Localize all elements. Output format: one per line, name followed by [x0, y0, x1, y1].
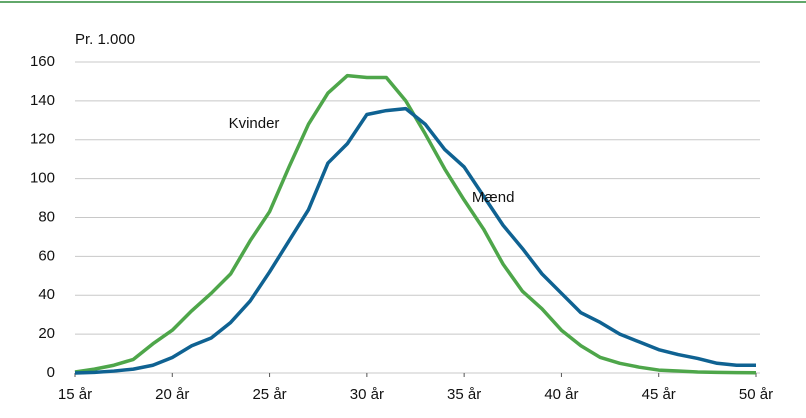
series-label: Mænd: [472, 189, 515, 206]
y-tick-label: 100: [30, 170, 55, 187]
y-tick-label: 0: [47, 364, 55, 381]
y-axis-label: Pr. 1.000: [75, 31, 135, 48]
y-tick-label: 120: [30, 131, 55, 148]
series-line: [74, 73, 757, 375]
x-tick-label: 45 år: [642, 386, 676, 403]
series-label: Kvinder: [229, 115, 280, 132]
y-tick-label: 160: [30, 53, 55, 70]
x-tick-label: 30 år: [350, 386, 384, 403]
x-tick-label: 35 år: [447, 386, 481, 403]
y-tick-label: 80: [38, 208, 55, 225]
y-tick-label: 20: [38, 325, 55, 342]
y-tick-label: 60: [38, 247, 55, 264]
x-tick-label: 20 år: [155, 386, 189, 403]
y-tick-label: 140: [30, 92, 55, 109]
y-tick-label: 40: [38, 286, 55, 303]
x-tick-label: 25 år: [252, 386, 286, 403]
x-tick-label: 15 år: [58, 386, 92, 403]
x-tick-label: 50 år: [739, 386, 773, 403]
x-tick-label: 40 år: [544, 386, 578, 403]
series-line: [74, 106, 756, 375]
